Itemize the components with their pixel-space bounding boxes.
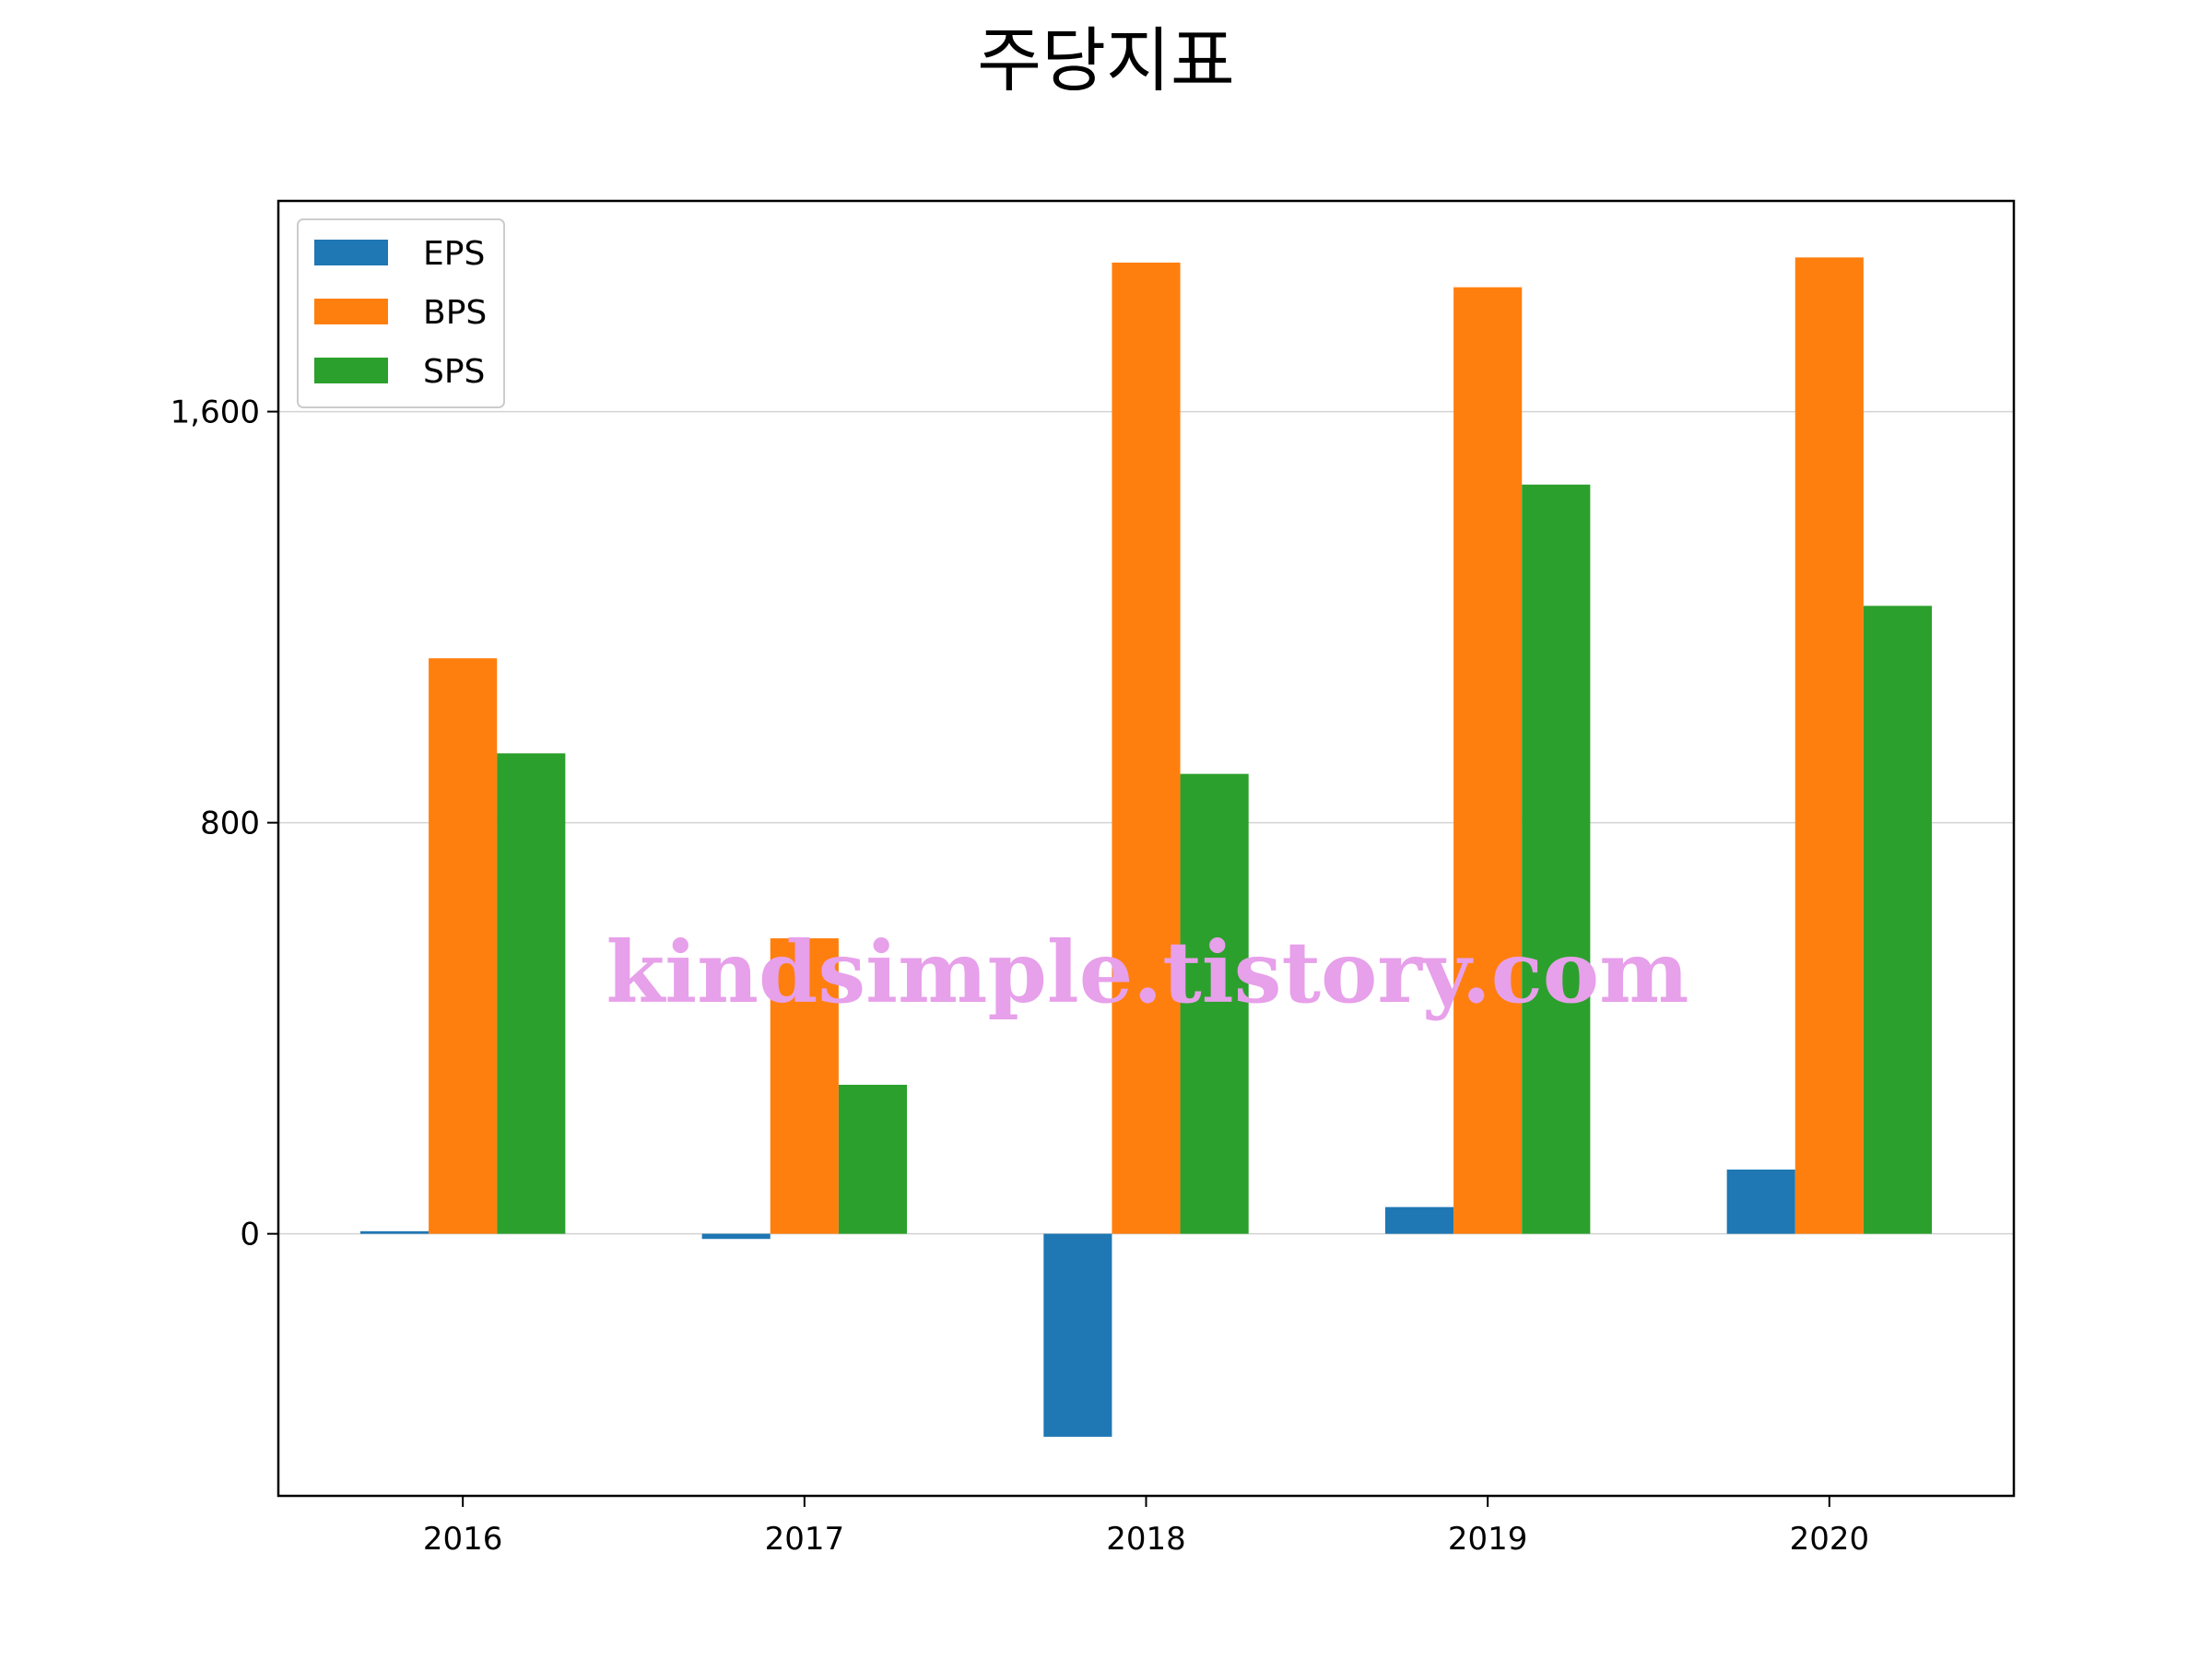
bars [359,257,1933,1437]
bar-eps-2019 [1384,1206,1454,1234]
y-tick-label: 800 [200,806,260,842]
legend-swatch-bps [314,299,388,324]
bar-sps-2016 [497,753,566,1234]
legend-swatch-eps [314,240,388,265]
x-axis: 2016 2017 2018 2019 2020 [423,1496,1869,1558]
y-tick-label: 1,600 [171,394,260,431]
legend: EPS BPS SPS [297,218,505,408]
x-tick-label: 2019 [1448,1521,1528,1558]
legend-swatch-sps [314,358,388,383]
legend-label-sps: SPS [423,353,485,391]
y-axis: 0 800 1,600 [171,394,278,1253]
x-tick-label: 2017 [765,1521,845,1558]
x-tick-label: 2018 [1106,1521,1186,1558]
bar-bps-2019 [1453,287,1523,1234]
bar-bps-2018 [1112,262,1181,1234]
x-tick-label: 2016 [423,1521,503,1558]
bar-eps-2016 [359,1230,429,1234]
bar-bps-2020 [1794,257,1864,1234]
x-tick-label: 2020 [1790,1521,1870,1558]
bar-bps-2016 [429,658,498,1234]
legend-label-eps: EPS [423,235,485,273]
y-tick-label: 0 [240,1217,260,1253]
bar-eps-2017 [701,1233,771,1240]
bar-sps-2018 [1180,773,1249,1234]
bar-sps-2019 [1522,484,1591,1234]
bar-eps-2018 [1043,1233,1112,1437]
chart-title: 주당지표 [977,19,1235,101]
watermark-text: kindsimple.tistory.com [606,923,1688,1022]
bar-bps-2017 [770,938,839,1234]
bar-eps-2020 [1726,1169,1795,1234]
legend-label-bps: BPS [423,294,487,332]
bar-sps-2020 [1863,606,1933,1234]
bar-sps-2017 [838,1084,908,1234]
